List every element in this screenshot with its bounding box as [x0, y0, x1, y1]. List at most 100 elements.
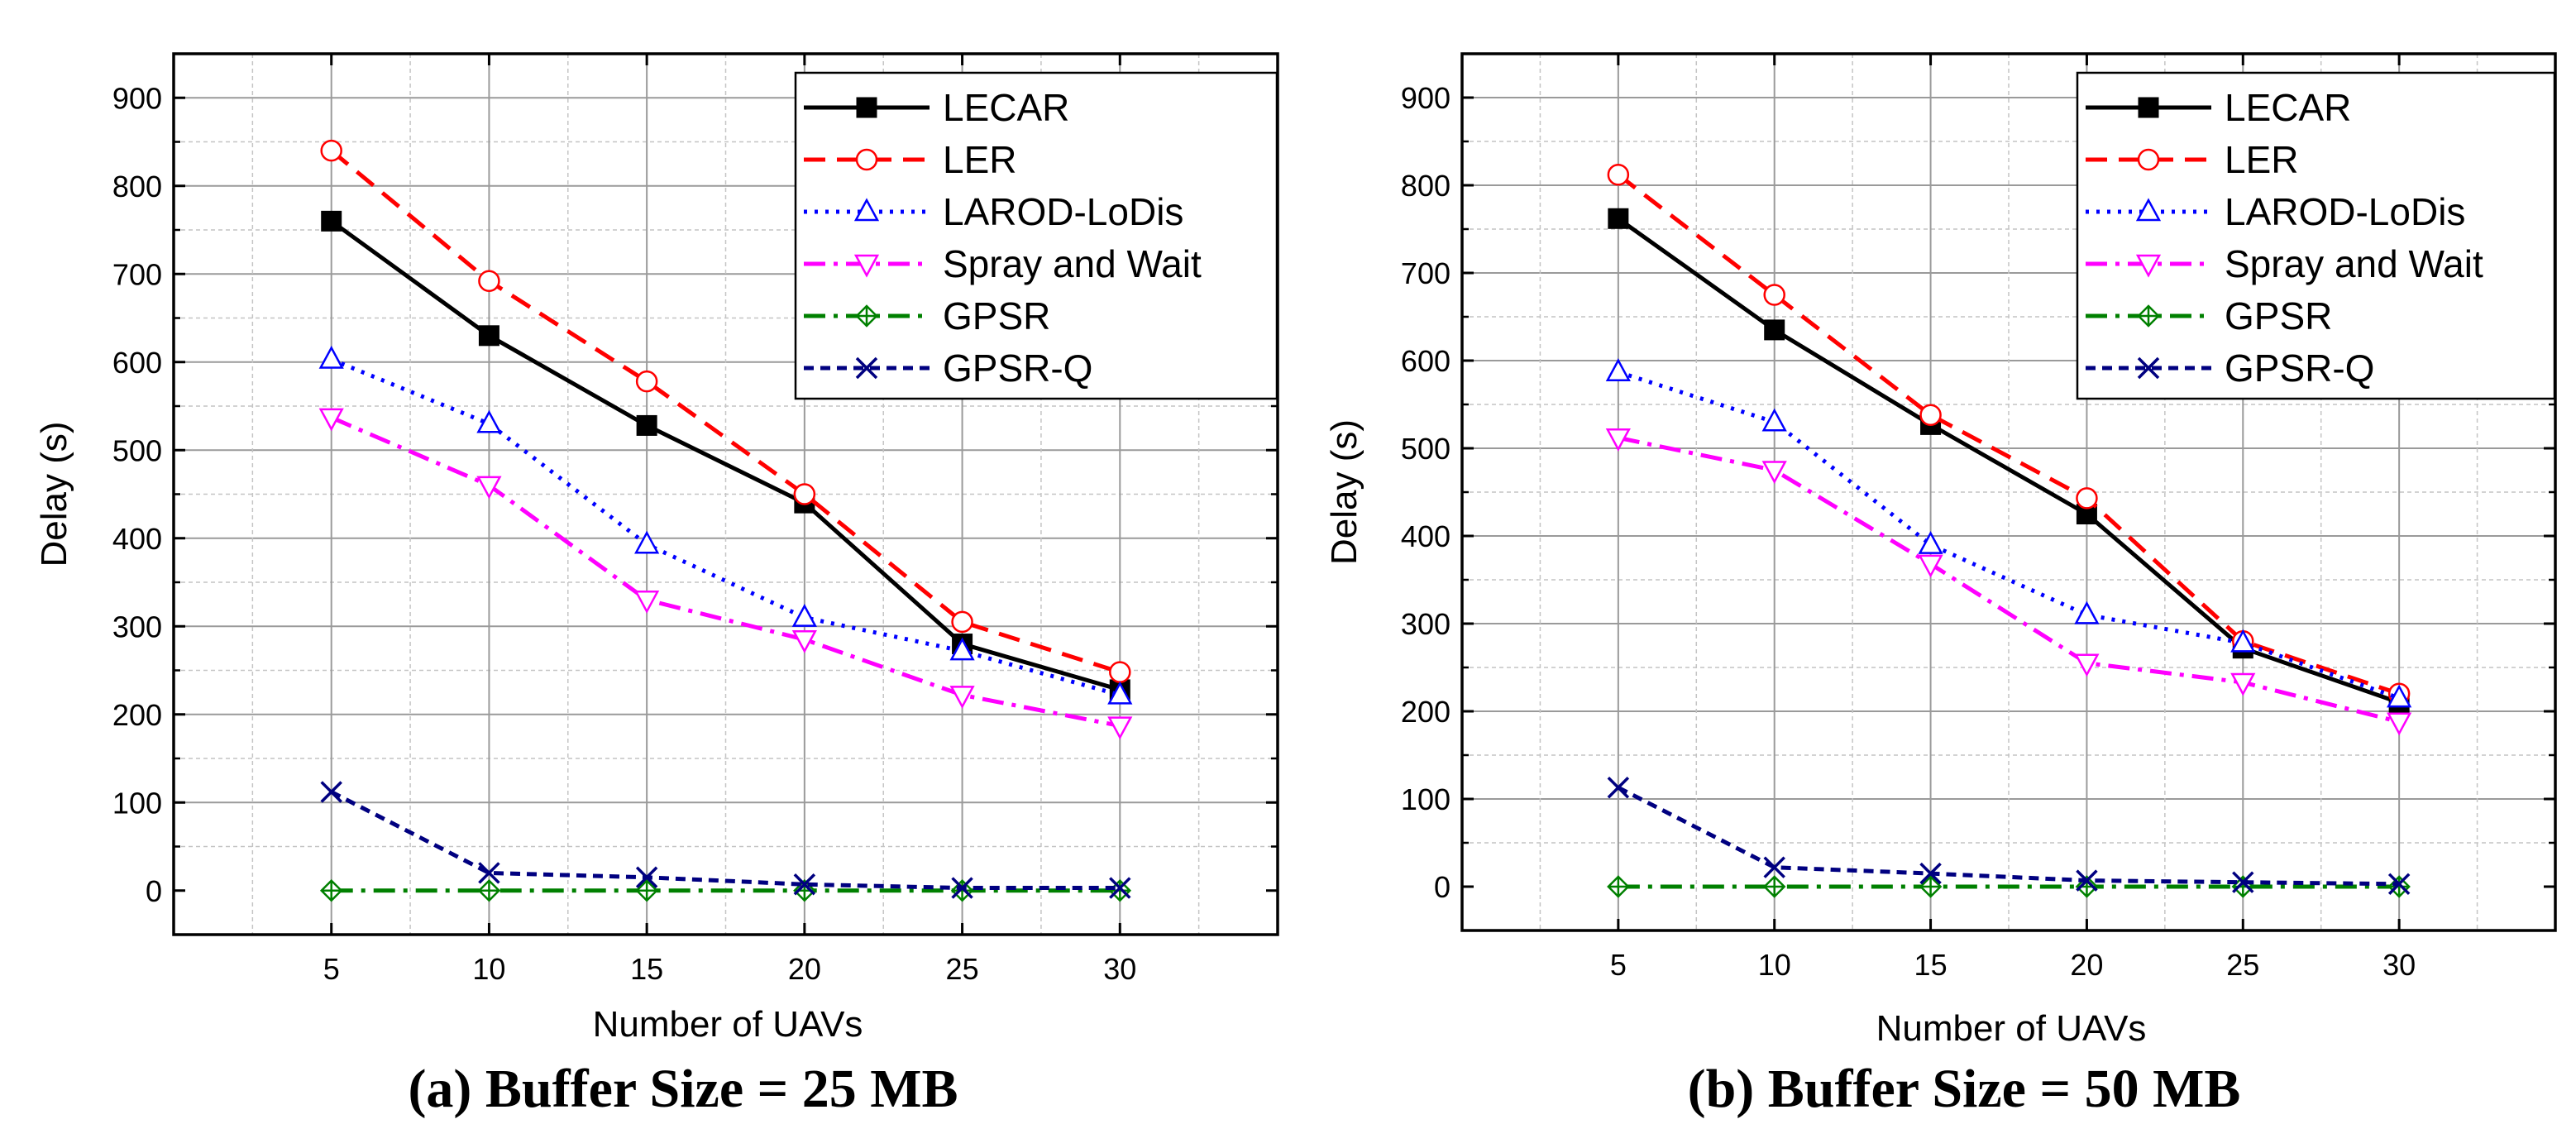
series-ler	[320, 139, 1131, 683]
y-tick-label: 100	[112, 786, 162, 820]
data-point	[321, 210, 342, 232]
data-point	[2074, 653, 2100, 677]
legend-label: LECAR	[943, 86, 1069, 129]
chart-panel-b: 0 100 200 300 400 500 600 700 800 900 5 10 15 20 25 30 N…	[1324, 52, 2557, 1119]
legend-item-gpsr: GPSR	[804, 294, 1050, 337]
x-axis-label: Number of UAVs	[1876, 1008, 2147, 1049]
chart-panel-a: 0 100 200 300 400 500 600 700 800 900 5 10 15 20 25 30 N…	[34, 52, 1279, 1119]
data-point	[1918, 530, 1943, 554]
series-larod-lodis	[1605, 358, 2412, 708]
legend-item-lecar: LECAR	[2086, 86, 2351, 129]
data-point	[1605, 358, 1631, 382]
data-point	[1919, 404, 1942, 426]
y-tick-label: 700	[112, 257, 162, 291]
legend-swatch-marker	[855, 356, 878, 380]
legend-item-ler: LER	[2086, 138, 2298, 181]
legend-item-gpsr-q: GPSR-Q	[2086, 347, 2374, 390]
series-gpsr-q	[320, 781, 1131, 899]
legend-label: Spray and Wait	[2225, 242, 2483, 285]
data-point	[949, 686, 975, 709]
data-point	[1761, 461, 1787, 485]
y-tick-label: 200	[1401, 695, 1450, 729]
series-gpsr	[319, 878, 1132, 902]
marker-x-b	[951, 877, 973, 899]
data-point	[2230, 672, 2256, 696]
legend-swatch-marker	[853, 254, 880, 278]
y-tick-label: 400	[112, 522, 162, 556]
x-tick-label: 15	[1914, 948, 1948, 982]
x-tick-label: 10	[472, 952, 505, 986]
legend-swatch-marker	[855, 148, 878, 171]
x-tick-label: 30	[1103, 952, 1136, 986]
data-point	[1762, 875, 1786, 898]
y-tick-label: 0	[146, 874, 162, 908]
legend-swatch-marker	[2138, 97, 2159, 118]
x-axis: 5 10 15 20 25 30	[1610, 54, 2416, 982]
data-point	[636, 414, 657, 436]
data-point	[1607, 776, 1630, 799]
y-tick-label: 300	[112, 610, 162, 643]
y-tick-label: 600	[1401, 344, 1450, 378]
x-tick-label: 30	[2382, 948, 2416, 982]
y-tick-label: 700	[1401, 256, 1450, 290]
data-point	[1108, 878, 1132, 902]
y-tick-label: 900	[1401, 81, 1450, 115]
x-axis: 5 10 15 20 25 30	[323, 54, 1136, 986]
series-line	[330, 415, 1121, 729]
legend-swatch-marker	[856, 97, 877, 118]
y-axis-label: Delay (s)	[34, 421, 74, 567]
series-line	[1617, 173, 2400, 696]
legend-swatch-marker	[853, 198, 880, 222]
data-point	[1107, 681, 1133, 705]
legend-item-larod-lodis: LAROD-LoDis	[804, 190, 1183, 233]
data-point	[951, 877, 973, 899]
legend-label: LER	[2225, 138, 2298, 181]
legend-swatch-marker	[2135, 198, 2162, 222]
legend: LECAR LER LAROD-LoDis Spray and Wait GPSR GPS…	[2076, 71, 2556, 400]
data-point	[320, 139, 342, 162]
data-point	[318, 408, 344, 432]
marker-x-b	[793, 873, 816, 896]
data-point	[476, 409, 502, 433]
data-point	[1763, 856, 1785, 878]
marker-x-b	[2076, 869, 2098, 892]
y-tick-label: 200	[112, 698, 162, 732]
data-point	[793, 483, 816, 505]
legend: LECAR LER LAROD-LoDis Spray and Wait GPSR GPS…	[794, 71, 1278, 400]
data-point	[2387, 875, 2411, 898]
legend-box	[2076, 71, 2556, 400]
series-line	[1618, 435, 2400, 725]
data-point	[2231, 875, 2255, 898]
series-spray-and-wait	[318, 408, 1133, 740]
legend-label: Spray and Wait	[943, 242, 1202, 285]
x-tick-label: 20	[788, 952, 821, 986]
data-point	[1109, 877, 1131, 899]
y-tick-label: 800	[1401, 169, 1450, 203]
figure-caption: (a) Buffer Size = 25 MB	[408, 1059, 958, 1119]
data-point	[2076, 487, 2098, 509]
x-tick-label: 10	[1758, 948, 1791, 982]
legend-item-lecar: LECAR	[804, 86, 1069, 129]
marker-x-b	[635, 866, 658, 889]
data-point	[1607, 164, 1630, 186]
legend-item-gpsr-q: GPSR-Q	[804, 347, 1092, 390]
data-point	[793, 873, 816, 896]
legend-swatch-marker	[855, 304, 878, 328]
y-tick-label: 500	[112, 433, 162, 467]
data-point	[478, 270, 500, 293]
figure-caption: (b) Buffer Size = 50 MB	[1688, 1059, 2241, 1119]
marker-x-b	[2387, 873, 2411, 896]
marker-x-b	[2232, 871, 2254, 893]
x-axis-label: Number of UAVs	[593, 1004, 863, 1045]
y-tick-label: 400	[1401, 519, 1450, 553]
marker-x-b	[855, 356, 878, 380]
legend-label: GPSR-Q	[943, 347, 1092, 390]
data-point	[949, 637, 975, 661]
data-point	[2230, 629, 2256, 653]
data-point	[791, 603, 817, 627]
data-point	[478, 325, 499, 347]
data-point	[318, 345, 344, 369]
marker-x-b	[2137, 356, 2160, 380]
marker-x-b	[1763, 856, 1785, 878]
series-spray-and-wait	[1605, 428, 2412, 736]
